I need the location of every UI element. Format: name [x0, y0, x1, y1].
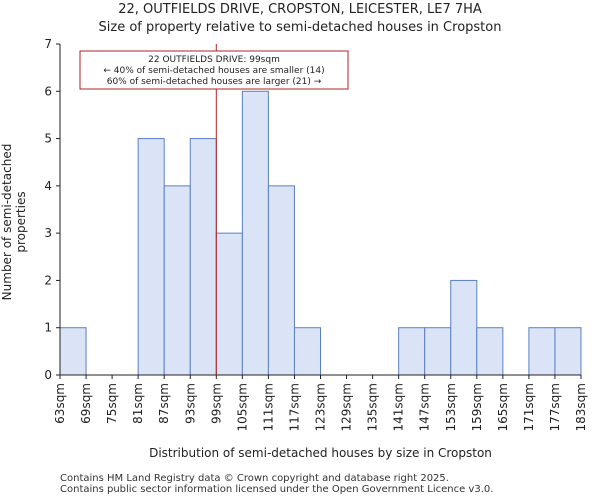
x-tick-label: 81sqm	[131, 383, 145, 424]
y-tick-label: 1	[44, 321, 52, 335]
annotation-box	[79, 50, 349, 90]
histogram-bar	[267, 185, 295, 376]
x-tick-label: 75sqm	[105, 383, 119, 424]
x-tick-label: 87sqm	[157, 383, 171, 424]
y-tick-label: 7	[44, 37, 52, 51]
y-tick-label: 3	[44, 226, 52, 240]
x-tick-label: 63sqm	[53, 383, 67, 424]
annotation-text: ← 40% of semi-detached houses are smalle…	[103, 66, 324, 76]
footer-copyright: Contains HM Land Registry data © Crown c…	[60, 473, 449, 484]
histogram-bar	[293, 327, 322, 376]
y-tick-label: 5	[44, 132, 52, 146]
histogram-bar	[528, 327, 556, 376]
x-tick-label: 69sqm	[79, 383, 93, 424]
annotation-text: 22 OUTFIELDS DRIVE: 99sqm	[148, 55, 280, 65]
histogram-bar	[398, 327, 426, 376]
histogram-bar	[476, 327, 504, 376]
histogram-bar	[424, 327, 452, 376]
x-tick-label: 129sqm	[340, 383, 354, 431]
x-tick-label: 93sqm	[183, 383, 197, 424]
y-tick-label: 4	[44, 179, 52, 193]
histogram-bar	[189, 138, 217, 376]
y-tick-label: 0	[44, 368, 52, 382]
y-tick-label: 6	[44, 84, 52, 98]
histogram-bar	[215, 232, 243, 376]
x-tick-label: 171sqm	[522, 383, 536, 431]
x-axis-label: Distribution of semi-detached houses by …	[149, 446, 492, 460]
histogram-bar	[163, 185, 191, 376]
annotation-text: 60% of semi-detached houses are larger (…	[107, 77, 322, 87]
x-tick-label: 117sqm	[287, 383, 301, 431]
x-tick-label: 165sqm	[496, 383, 510, 431]
chart-subtitle: Size of property relative to semi-detach…	[98, 20, 502, 35]
y-axis-label: Number of semi-detached properties	[0, 143, 28, 301]
y-tick-label: 2	[44, 273, 52, 287]
histogram-bar	[241, 90, 269, 376]
x-tick-label: 111sqm	[261, 383, 275, 431]
chart-title: 22, OUTFIELDS DRIVE, CROPSTON, LEICESTER…	[118, 2, 482, 17]
x-tick-label: 105sqm	[235, 383, 249, 431]
histogram-bar	[59, 327, 87, 376]
x-tick-label: 153sqm	[444, 383, 458, 431]
x-tick-label: 135sqm	[366, 383, 380, 431]
histogram-bar	[554, 327, 582, 376]
histogram-bar	[450, 279, 478, 376]
histogram-bar	[137, 138, 165, 376]
x-tick-label: 183sqm	[574, 383, 588, 431]
x-tick-label: 99sqm	[209, 383, 223, 424]
footer-licence: Contains public sector information licen…	[60, 484, 494, 495]
x-tick-label: 147sqm	[418, 383, 432, 431]
x-tick-label: 123sqm	[314, 383, 328, 431]
x-tick-label: 159sqm	[470, 383, 484, 431]
x-tick-label: 177sqm	[548, 383, 562, 431]
x-tick-label: 141sqm	[392, 383, 406, 431]
